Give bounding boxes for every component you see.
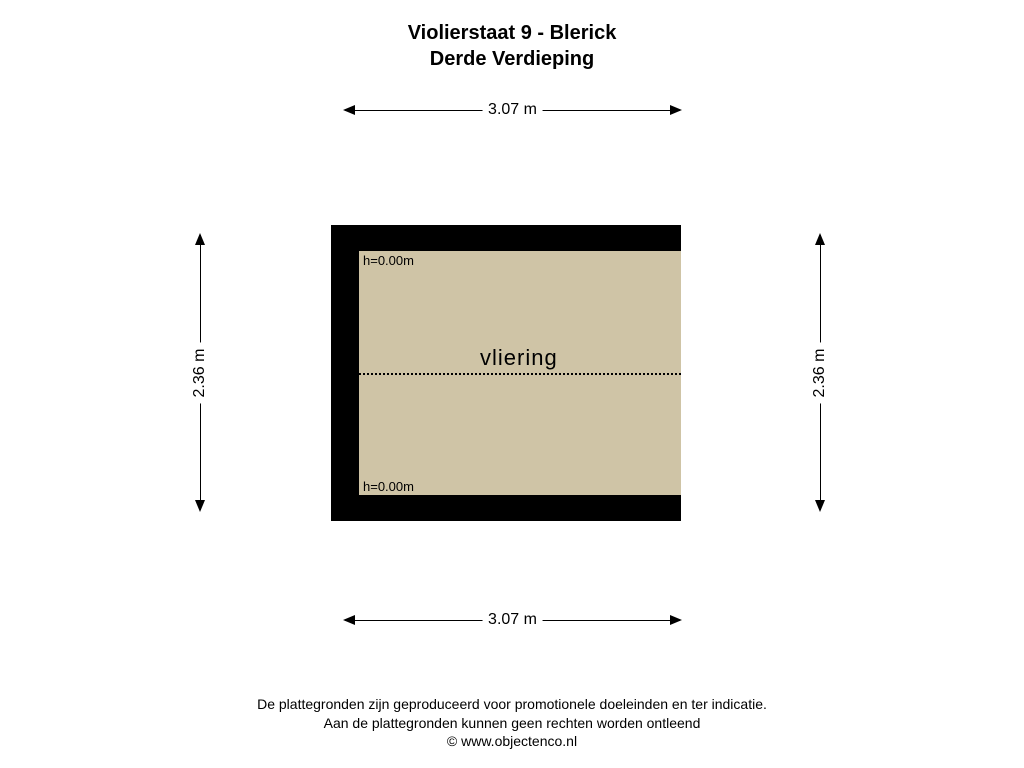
dim-bottom-arrow-right: [670, 615, 682, 625]
footer-line-3: © www.objectenco.nl: [0, 732, 1024, 750]
dim-left-text: 2.36 m: [191, 342, 209, 403]
dim-left-arrow-down: [195, 500, 205, 512]
height-label-bottom: h=0.00m: [363, 479, 414, 494]
dim-top-text: 3.07 m: [482, 101, 543, 119]
footer-block: De plattegronden zijn geproduceerd voor …: [0, 695, 1024, 750]
dim-left-arrow-up: [195, 233, 205, 245]
dim-right-text: 2.36 m: [811, 342, 829, 403]
dim-right-arrow-down: [815, 500, 825, 512]
room-label: vliering: [480, 345, 558, 371]
height-label-top: h=0.00m: [363, 253, 414, 268]
dim-top-arrow-right: [670, 105, 682, 115]
dim-bottom-arrow-left: [343, 615, 355, 625]
footer-line-2: Aan de plattegronden kunnen geen rechten…: [0, 714, 1024, 732]
ridge-line: [359, 373, 681, 375]
floorplan-stage: vliering h=0.00m h=0.00m 3.07 m 3.07 m 2…: [0, 0, 1024, 768]
dim-bottom-text: 3.07 m: [482, 611, 543, 629]
dim-top-arrow-left: [343, 105, 355, 115]
footer-line-1: De plattegronden zijn geproduceerd voor …: [0, 695, 1024, 713]
dim-right-arrow-up: [815, 233, 825, 245]
